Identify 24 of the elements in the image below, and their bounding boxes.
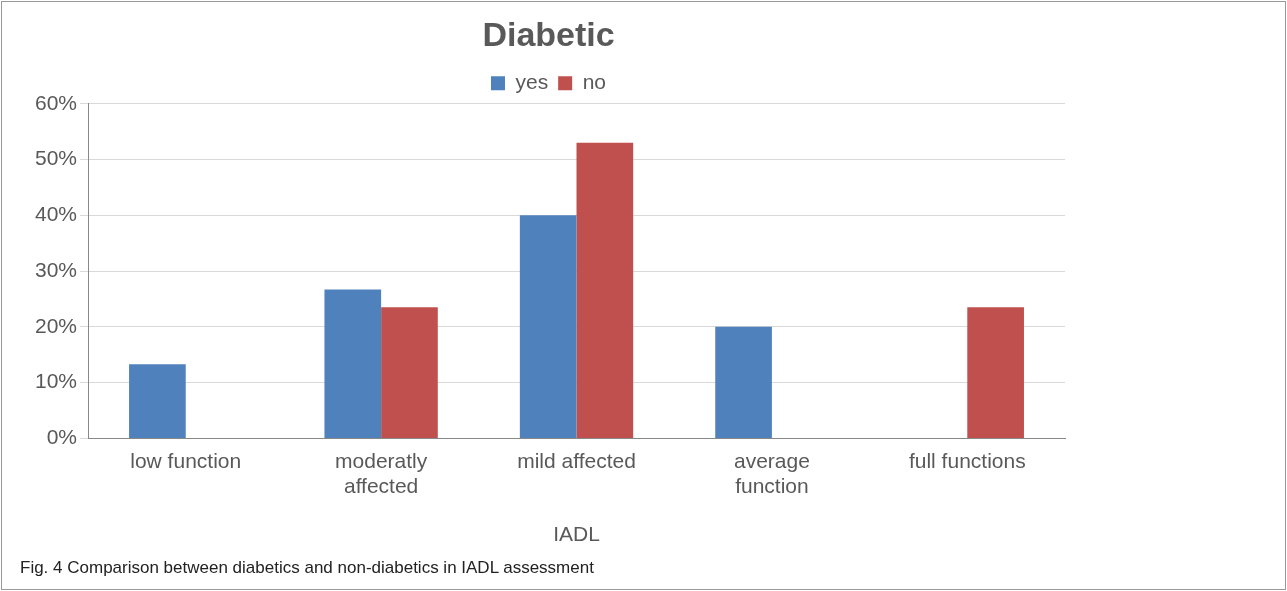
y-tick-label: 40% [35, 202, 78, 226]
x-tick-label: average function [733, 448, 810, 497]
x-tick-label: full functions [908, 448, 1026, 472]
y-tick-label: 0% [46, 425, 78, 449]
y-tick-label: 20% [35, 313, 78, 337]
bar [129, 364, 186, 438]
x-tick-label: moderatly affected [335, 448, 428, 497]
bar [715, 326, 772, 438]
bar [519, 215, 577, 438]
x-tick-label: mild affected [517, 448, 636, 472]
bar [324, 289, 382, 438]
x-axis-title: IADL [553, 522, 600, 546]
bar [576, 142, 634, 438]
x-tick-label: low function [130, 448, 242, 472]
y-tick-label: 10% [35, 369, 78, 393]
bar [967, 307, 1024, 438]
bar [381, 307, 438, 438]
y-tick-label: 30% [35, 257, 78, 281]
legend-label: no [582, 70, 607, 94]
y-tick-label: 60% [35, 90, 78, 114]
y-tick-label: 50% [35, 146, 78, 170]
chart-title: Diabetic [482, 14, 615, 53]
legend-label: yes [515, 70, 549, 94]
caption: Fig. 4 Comparison between diabetics and non-diabetics in IADL assessment [20, 558, 594, 578]
